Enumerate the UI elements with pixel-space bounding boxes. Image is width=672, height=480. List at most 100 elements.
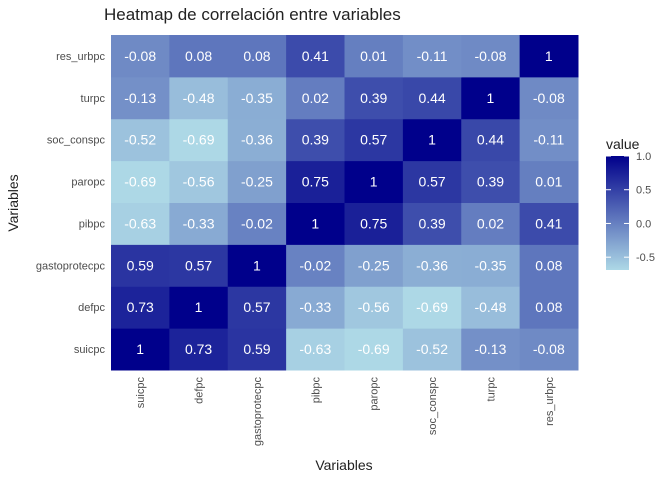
heatmap-cell — [461, 118, 521, 162]
cell-value-label: -0.52 — [416, 341, 448, 357]
y-tick-label: turpc — [81, 93, 106, 105]
cell-value-label: 0.57 — [243, 299, 270, 315]
x-axis-title: Variables — [315, 457, 372, 473]
cell-value-label: 0.44 — [477, 132, 504, 148]
heatmap-cell — [402, 328, 462, 371]
heatmap-cell — [227, 35, 287, 78]
heatmap-cell — [344, 202, 404, 245]
cell-value-label: -0.35 — [241, 90, 273, 106]
y-axis-title: Variables — [5, 174, 21, 231]
cell-value-label: 0.57 — [185, 257, 212, 273]
heatmap-cell — [519, 244, 579, 287]
cell-value-label: 0.59 — [127, 257, 154, 273]
cell-value-label: -0.52 — [124, 132, 156, 148]
cell-value-label: 0.75 — [360, 215, 387, 231]
cell-value-label: 0.44 — [418, 90, 445, 106]
heatmap-cell — [519, 35, 579, 78]
heatmap-cell — [227, 202, 287, 245]
legend-tick-label: 1.0 — [636, 151, 651, 163]
heatmap-cell — [344, 160, 404, 203]
cell-value-label: -0.33 — [183, 215, 215, 231]
heatmap-cell — [519, 328, 579, 371]
heatmap-cell — [169, 328, 229, 371]
cell-value-label: 0.01 — [535, 174, 562, 190]
y-tick-label: gastoprotecpc — [36, 260, 106, 272]
cell-value-label: -0.48 — [474, 299, 506, 315]
heatmap-cell — [286, 286, 345, 329]
heatmap-cell — [519, 160, 579, 203]
heatmap-cell — [519, 202, 579, 245]
heatmap-cell — [111, 286, 170, 329]
heatmap-cell — [461, 76, 521, 120]
cell-value-label: 0.01 — [360, 48, 387, 64]
cell-value-label: 0.39 — [477, 174, 504, 190]
cell-value-label: 0.39 — [418, 215, 445, 231]
heatmap-cell — [461, 35, 521, 78]
heatmap-cell — [286, 202, 345, 245]
cell-value-label: -0.63 — [124, 215, 156, 231]
heatmap-cell — [286, 160, 345, 203]
cell-value-label: -0.02 — [299, 257, 331, 273]
heatmap-cell — [227, 160, 287, 203]
color-legend: value 1.0 0.5 0.0 -0.5 — [606, 136, 655, 270]
cell-value-label: 1 — [136, 341, 144, 357]
cell-value-label: 1 — [311, 215, 319, 231]
cell-value-label: -0.11 — [533, 132, 564, 148]
cell-value-label: -0.36 — [241, 132, 273, 148]
heatmap-cell — [169, 160, 229, 203]
heatmap-cell — [111, 35, 170, 78]
cell-value-label: -0.56 — [183, 174, 215, 190]
heatmap-cell — [286, 76, 345, 120]
cell-value-label: -0.08 — [474, 48, 506, 64]
cell-value-label: 0.39 — [360, 90, 387, 106]
heatmap-cell — [402, 160, 462, 203]
heatmap-cell — [169, 118, 229, 162]
heatmap-cell — [344, 244, 404, 287]
cell-value-label: 0.57 — [418, 174, 445, 190]
x-tick-label: soc_conspc — [427, 377, 439, 436]
cell-value-label: -0.33 — [299, 299, 331, 315]
x-tick-label: paropc — [369, 377, 381, 411]
cell-value-label: -0.08 — [533, 90, 565, 106]
cell-value-label: 0.41 — [535, 215, 562, 231]
cell-value-label: -0.25 — [241, 174, 273, 190]
y-tick-label: res_urbpc — [56, 51, 105, 63]
cell-value-label: 1 — [370, 174, 378, 190]
heatmap-cell — [461, 202, 521, 245]
cell-value-label: 1 — [195, 299, 203, 315]
x-tick-label: res_urbpc — [544, 377, 556, 426]
chart-title: Heatmap de correlación entre variables — [104, 5, 401, 24]
heatmap-cell — [461, 160, 521, 203]
heatmap-cell — [402, 118, 462, 162]
heatmap-cell — [169, 244, 229, 287]
y-tick-label: suicpc — [74, 344, 106, 356]
cell-value-label: -0.02 — [241, 215, 273, 231]
heatmap-cell — [402, 244, 462, 287]
cell-value-label: -0.08 — [124, 48, 156, 64]
cell-value-label: -0.13 — [124, 90, 156, 106]
cell-value-label: 0.57 — [360, 132, 387, 148]
y-tick-labels: suicpc defpc gastoprotecpc pibpc paropc soc_c… — [36, 51, 106, 356]
heatmap-cell — [227, 118, 287, 162]
heatmap-cell — [169, 35, 229, 78]
cell-value-label: -0.69 — [416, 299, 448, 315]
heatmap-cell — [286, 244, 345, 287]
heatmap-cell — [227, 328, 287, 371]
legend-tick-label: -0.5 — [636, 252, 655, 264]
heatmap-cell — [461, 328, 521, 371]
heatmap-cell — [402, 286, 462, 329]
cell-value-label: -0.11 — [417, 48, 448, 64]
cell-value-label: 1 — [545, 48, 553, 64]
x-tick-label: defpc — [194, 377, 206, 404]
heatmap-cell — [519, 76, 579, 120]
cell-value-label: -0.25 — [358, 257, 390, 273]
heatmap-cell — [344, 118, 404, 162]
cell-value-label: 0.02 — [302, 90, 329, 106]
heatmap-cell — [227, 76, 287, 120]
cell-value-label: 0.08 — [535, 257, 562, 273]
cell-value-label: 0.75 — [302, 174, 329, 190]
heatmap-cell — [169, 286, 229, 329]
heatmap-cell — [286, 328, 345, 371]
cell-value-label: 0.73 — [127, 299, 154, 315]
